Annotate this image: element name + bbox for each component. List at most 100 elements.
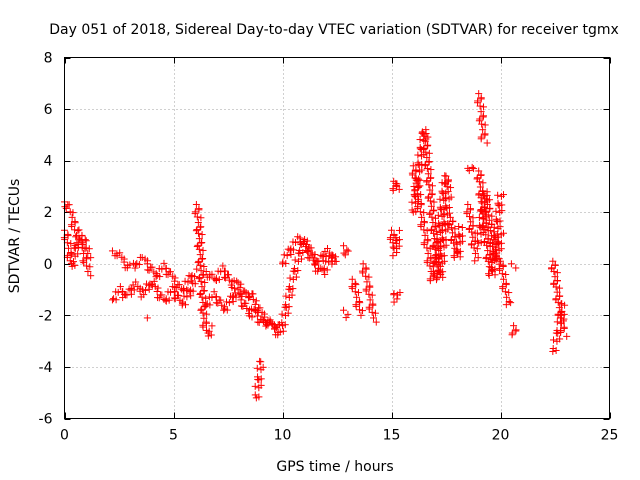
data-point [201, 279, 209, 287]
data-point [428, 182, 436, 190]
data-point [420, 209, 428, 217]
data-point [429, 219, 437, 227]
data-point [195, 245, 203, 253]
data-point [87, 272, 95, 280]
data-point [502, 281, 510, 289]
data-point [553, 318, 561, 326]
data-point [127, 285, 135, 293]
data-point [187, 286, 195, 294]
data-point [309, 256, 317, 264]
data-point [556, 335, 564, 343]
data-point [288, 291, 296, 299]
data-point [464, 200, 472, 208]
data-point [254, 373, 262, 381]
data-point [414, 159, 422, 167]
data-point [136, 253, 144, 261]
data-point [75, 226, 83, 234]
data-point [451, 225, 459, 233]
data-point [279, 327, 287, 335]
plot-frame [64, 57, 610, 419]
data-point [561, 301, 569, 309]
data-point [198, 239, 206, 247]
data-point [478, 206, 486, 214]
data-point [296, 234, 304, 242]
data-point [491, 245, 499, 253]
data-point [423, 164, 431, 172]
data-point [82, 237, 90, 245]
data-point [423, 244, 431, 252]
data-point [210, 288, 218, 296]
data-point [436, 195, 444, 203]
data-point [507, 299, 515, 307]
data-point [118, 253, 126, 261]
y-tick-label: 2 [44, 205, 53, 221]
data-point [476, 183, 484, 191]
data-point [424, 133, 432, 141]
data-point [414, 151, 422, 159]
data-point [79, 257, 87, 265]
axis-ticks [64, 57, 611, 420]
data-point [278, 310, 286, 318]
data-point [279, 258, 287, 266]
data-point [205, 273, 213, 281]
data-point [492, 215, 500, 223]
y-tick-labels: -6 -4 -2 0 2 4 6 8 [39, 51, 53, 428]
data-point [225, 271, 233, 279]
data-point [199, 323, 207, 331]
data-point [194, 229, 202, 237]
data-point [198, 283, 206, 291]
x-tick-label: 5 [169, 428, 178, 444]
data-point [435, 253, 443, 261]
data-point [422, 126, 430, 134]
data-point [301, 237, 309, 245]
data-point [205, 293, 213, 301]
data-point [555, 304, 563, 312]
data-point [359, 269, 367, 277]
data-point [170, 288, 178, 296]
x-tick-label: 20 [492, 428, 510, 444]
data-point [485, 271, 493, 279]
data-point [475, 167, 483, 175]
data-point [199, 246, 207, 254]
data-point [212, 274, 220, 282]
data-point [470, 244, 478, 252]
data-point [395, 185, 403, 193]
data-point [171, 277, 179, 285]
data-point [477, 135, 485, 143]
data-point [365, 305, 373, 313]
data-point [442, 172, 450, 180]
data-point [476, 221, 484, 229]
data-point [365, 290, 373, 298]
data-point [465, 167, 473, 175]
data-point [66, 208, 74, 216]
data-point [421, 137, 429, 145]
data-point [195, 235, 203, 243]
data-point [325, 258, 333, 266]
data-point [426, 174, 434, 182]
data-point [458, 223, 466, 231]
data-point [87, 254, 95, 262]
data-point [320, 265, 328, 273]
data-point [282, 301, 290, 309]
data-point [476, 102, 484, 110]
data-point [74, 250, 82, 258]
data-point [204, 329, 212, 337]
data-point [421, 219, 429, 227]
data-point [133, 259, 141, 267]
data-point [492, 207, 500, 215]
data-point [366, 296, 374, 304]
data-point [481, 131, 489, 139]
data-point [170, 294, 178, 302]
data-point [235, 291, 243, 299]
data-point [417, 191, 425, 199]
data-point [311, 261, 319, 269]
data-point [560, 324, 568, 332]
data-point [344, 247, 352, 255]
data-point [424, 237, 432, 245]
data-point [78, 231, 86, 239]
data-point [203, 319, 211, 327]
data-point [162, 295, 170, 303]
data-point [389, 186, 397, 194]
data-point [237, 296, 245, 304]
